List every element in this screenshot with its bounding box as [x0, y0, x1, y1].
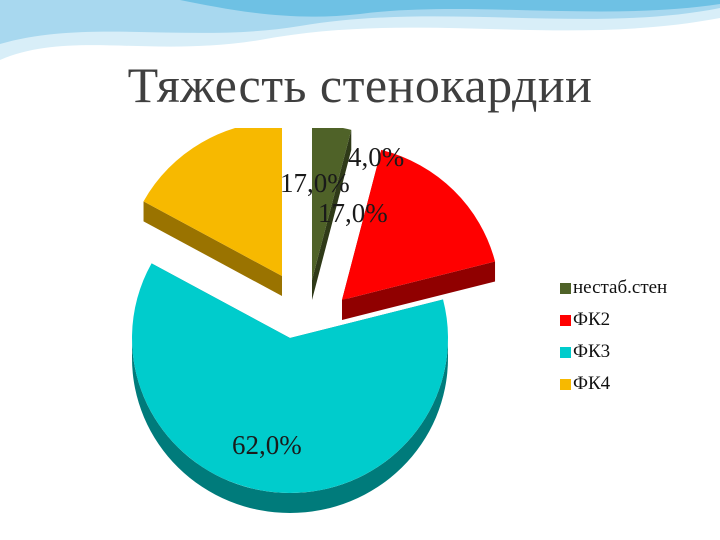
legend-label-1: ФК2: [573, 309, 611, 330]
pie-slice-edge-1-1: [342, 261, 496, 320]
slide-title: Тяжесть стенокардии: [127, 57, 593, 113]
pie-slice-top-3: [143, 128, 282, 276]
data-label-3: 17,0%: [280, 168, 350, 198]
pie-chart-svg: 4,0%17,0%62,0%17,0%: [131, 128, 496, 513]
decorative-header-wave: [0, 0, 720, 60]
legend-swatch-1: [560, 314, 571, 326]
pie-slice-top-2: [131, 263, 449, 494]
legend-label-2: ФК3: [573, 341, 611, 362]
legend-item-0: нестаб.стен: [560, 272, 710, 304]
pie-slice-top-1: [342, 149, 496, 300]
legend-item-1: ФК2: [560, 304, 710, 336]
pie-slice-1: [342, 149, 496, 320]
legend-label-0: нестаб.стен: [573, 277, 668, 298]
data-label-1: 17,0%: [318, 198, 388, 228]
pie-slice-0: [312, 128, 352, 300]
wave-dark: [180, 0, 720, 17]
data-label-2: 62,0%: [232, 430, 302, 460]
pie-slice-edge-3-0: [143, 201, 282, 296]
legend-swatch-0: [560, 282, 571, 294]
pie-slice-2: [131, 263, 449, 513]
legend-item-3: ФК4: [560, 368, 710, 400]
legend-item-2: ФК3: [560, 336, 710, 368]
legend-label-3: ФК4: [573, 373, 611, 394]
pie-slice-3: [143, 128, 282, 296]
legend-swatch-3: [560, 378, 571, 390]
data-label-0: 4,0%: [348, 142, 404, 172]
wave-mid: [0, 0, 720, 44]
chart-legend: нестаб.стен ФК2 ФК3 ФК4: [560, 272, 710, 400]
pie-chart: 4,0% 17,0% 62,0% 17,0% нестаб.стен ФК2 ФК3 ФК4: [0, 128, 720, 540]
pie-slice-top-0: [312, 128, 352, 280]
pie-slice-edge-0-1: [312, 129, 352, 300]
legend-swatch-2: [560, 346, 571, 358]
